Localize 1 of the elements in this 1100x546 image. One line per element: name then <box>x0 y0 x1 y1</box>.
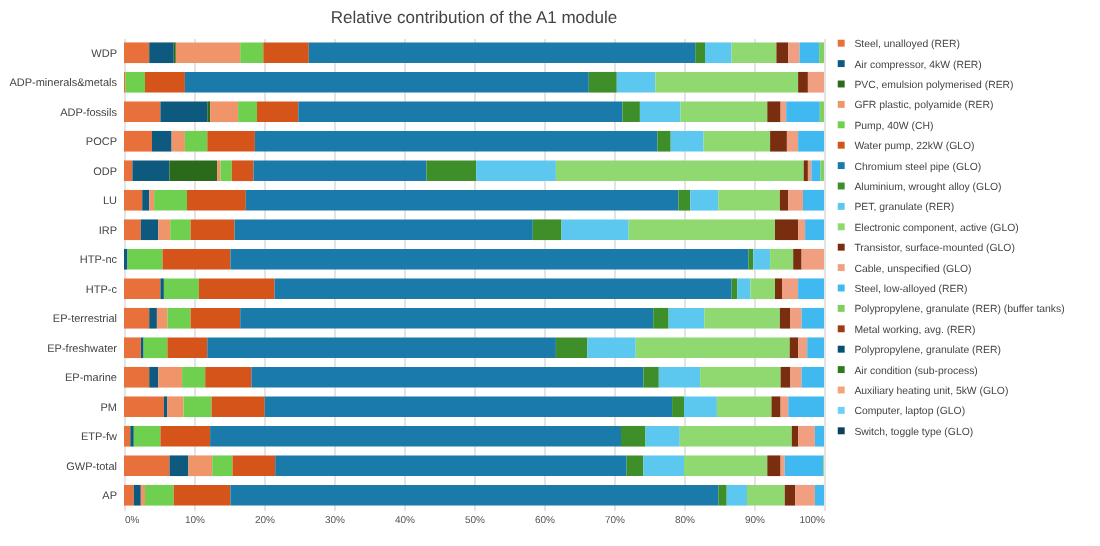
chart-title: Relative contribution of the A1 module <box>330 7 618 27</box>
